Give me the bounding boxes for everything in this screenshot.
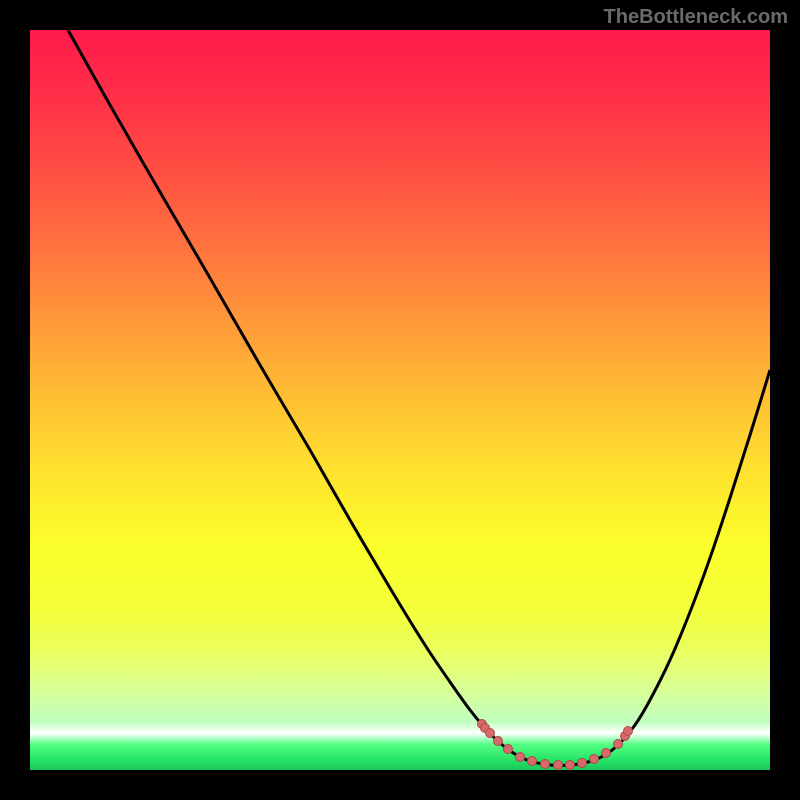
scatter-point bbox=[494, 737, 503, 746]
scatter-point bbox=[528, 757, 537, 766]
bottleneck-curve bbox=[30, 30, 770, 770]
watermark-text: TheBottleneck.com bbox=[604, 6, 788, 29]
scatter-point bbox=[541, 760, 550, 769]
scatter-point bbox=[624, 727, 633, 736]
scatter-point bbox=[504, 745, 513, 754]
scatter-point bbox=[554, 761, 563, 770]
plot-area bbox=[30, 30, 770, 770]
scatter-point bbox=[486, 729, 495, 738]
scatter-point bbox=[566, 761, 575, 770]
scatter-point bbox=[602, 749, 611, 758]
scatter-point bbox=[614, 740, 623, 749]
scatter-point bbox=[590, 755, 599, 764]
scatter-point bbox=[578, 759, 587, 768]
scatter-point bbox=[516, 753, 525, 762]
